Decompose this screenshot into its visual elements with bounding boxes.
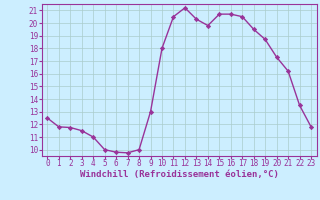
X-axis label: Windchill (Refroidissement éolien,°C): Windchill (Refroidissement éolien,°C) bbox=[80, 170, 279, 179]
